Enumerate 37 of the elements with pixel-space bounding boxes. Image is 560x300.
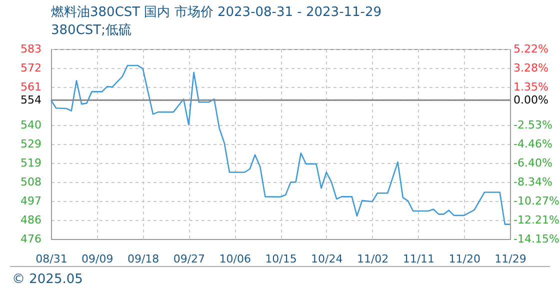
y2-tick-label: 0.00% xyxy=(514,94,548,107)
y2-tick-label: -6.40% xyxy=(514,156,552,170)
y2-tick-label: -2.53% xyxy=(514,118,552,132)
line-series xyxy=(50,64,511,225)
x-tick-label: 10/24 xyxy=(311,252,343,266)
x-tick-label: 11/02 xyxy=(356,252,389,266)
x-tick-label: 11/11 xyxy=(402,252,435,266)
y2-tick-label: 5.22% xyxy=(514,42,548,56)
y-tick-label: 486 xyxy=(20,213,42,226)
chart-title: 燃料油380CST 国内 市场价 2023-08-31 - 2023-11-29 xyxy=(51,5,382,20)
y2-tick-label: -12.21% xyxy=(514,213,560,226)
x-tick-label: 10/15 xyxy=(265,252,297,266)
y-tick-label: 540 xyxy=(20,118,42,132)
y2-tick-label: 3.28% xyxy=(514,62,548,75)
y2-tick-label: 1.35% xyxy=(514,80,548,94)
text: © 2025.05 xyxy=(12,272,83,287)
y-tick-label: 561 xyxy=(20,80,42,94)
x-tick-label: 11/20 xyxy=(448,252,480,266)
y-tick-label: 572 xyxy=(20,61,42,74)
y2-tick-label: -4.46% xyxy=(514,137,552,150)
y-tick-label: 554 xyxy=(20,94,42,107)
y2-tick-label: -10.27% xyxy=(514,194,560,208)
y-tick-label: 529 xyxy=(20,137,42,150)
y2-tick-label: -14.15% xyxy=(514,232,560,246)
y-tick-label: 583 xyxy=(20,42,42,56)
y2-tick-label: -8.34% xyxy=(514,176,552,189)
x-tick-label: 11/29 xyxy=(494,252,526,266)
y-tick-label: 497 xyxy=(20,194,42,208)
x-tick-label: 09/27 xyxy=(173,252,206,266)
x-tick-label: 10/06 xyxy=(219,252,251,266)
chart-subtitle: 380CST;低硫 xyxy=(51,23,132,38)
y-tick-label: 519 xyxy=(20,156,42,170)
x-tick-label: 09/18 xyxy=(127,252,160,266)
x-tick-label: 09/09 xyxy=(82,252,114,266)
y-tick-label: 476 xyxy=(20,232,42,246)
x-tick-label: 08/31 xyxy=(36,252,68,266)
y-tick-label: 508 xyxy=(20,175,42,188)
